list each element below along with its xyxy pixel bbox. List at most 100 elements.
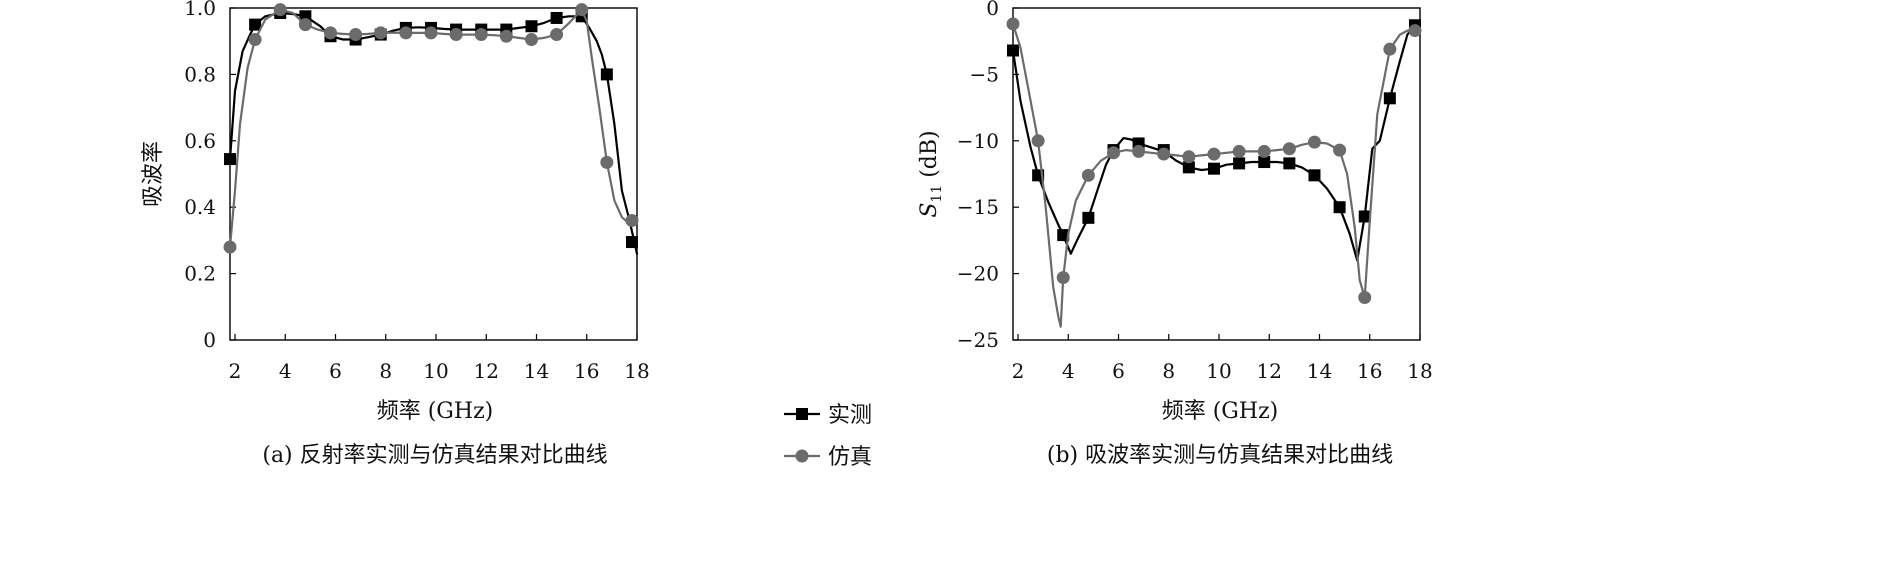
data-point [525,20,538,33]
data-point [223,240,237,254]
x-tick-label: 10 [423,359,448,383]
data-point [1283,157,1296,170]
data-point [625,236,638,249]
series-measured [224,6,639,255]
x-tick-label: 8 [1162,359,1175,383]
figure-caption: (b) 吸波率实测与仿真结果对比曲线 [1047,443,1393,468]
x-tick-label: 4 [1062,359,1075,383]
data-point [1358,291,1372,305]
data-point [248,33,262,47]
x-tick-label: 16 [1357,359,1382,383]
data-point [1031,134,1045,148]
x-tick-label: 14 [1307,359,1332,383]
data-point [524,33,538,47]
y-axis-label-subscript: 11 [929,185,945,203]
data-point [1308,169,1321,182]
data-point [323,26,337,40]
data-point [550,28,564,42]
y-tick-label: 0 [203,328,216,352]
series-line [1011,22,1422,328]
x-axis-label: 频率 (GHz) [1162,399,1279,424]
series-measured [1007,19,1422,262]
x-tick-label: 6 [1112,359,1125,383]
legend-swatch-marker [796,408,808,420]
data-point [1157,147,1171,161]
data-point [224,153,236,166]
data-point [499,29,513,43]
y-tick-label: 0.8 [184,62,216,86]
data-point [1007,44,1019,57]
legend-item: 仿真 [784,445,872,470]
figure-caption: (a) 反射率实测与仿真结果对比曲线 [262,443,607,468]
data-point [399,26,413,40]
data-point [625,213,639,227]
data-point [1258,156,1271,169]
y-axis-label-unit: (dB) [917,130,942,184]
x-tick-label: 4 [279,359,292,383]
series-simulated [223,3,639,254]
legend-item: 实测 [784,403,872,428]
data-point [600,155,614,169]
series-line [228,8,639,249]
data-point [1358,210,1371,223]
y-tick-label: 0 [986,0,999,20]
y-tick-label: 0.4 [184,195,216,219]
x-tick-label: 12 [474,359,499,383]
data-point [1056,271,1070,285]
data-point [449,28,463,42]
data-point [1383,42,1397,56]
x-tick-label: 12 [1257,359,1282,383]
y-axis-label-main: S [917,203,942,218]
y-tick-label: −10 [957,129,999,153]
data-point [600,68,613,81]
data-point [298,18,312,32]
y-tick-label: 0.6 [184,129,216,153]
data-point [299,10,312,23]
data-point [1182,150,1196,164]
data-point [1207,162,1220,175]
x-tick-label: 6 [329,359,342,383]
data-point [474,28,488,42]
chart-b: 2 4 6 8 10 12 14 16 18 0 −5 −10 −15 −20 −25 频率 (GHz) S11… [917,0,1433,468]
x-tick-label: 18 [624,359,649,383]
data-point [1307,135,1321,149]
data-point [1383,92,1396,105]
y-axis-label: 吸波率 [141,141,166,207]
y-tick-label: −15 [957,195,999,219]
data-point [249,18,262,31]
x-tick-label: 8 [379,359,392,383]
x-tick-label: 18 [1407,359,1432,383]
x-tick-label: 16 [574,359,599,383]
y-tick-label: 1.0 [184,0,216,20]
data-point [1182,161,1195,174]
data-point [1207,147,1221,161]
data-point [1233,157,1246,170]
y-axis-label: S11 (dB) [917,130,945,217]
data-point [1333,143,1347,157]
series-line [228,11,639,255]
data-point [575,10,588,23]
y-tick-label: −20 [957,262,999,286]
data-point [1006,17,1020,31]
x-tick-label: 10 [1206,359,1231,383]
legend-swatch-marker [795,449,809,463]
legend-label: 仿真 [828,445,872,470]
legend-label: 实测 [828,403,872,428]
x-tick-label: 2 [229,359,242,383]
series-line [1011,24,1422,262]
data-point [273,3,287,17]
data-point [1282,142,1296,156]
y-tick-label: 0.2 [184,262,216,286]
series-simulated [1006,17,1422,328]
data-point [1408,24,1422,38]
y-tick-label: −5 [970,62,999,86]
data-point [575,3,589,17]
data-point [1082,211,1095,224]
data-point [1232,144,1246,158]
x-tick-label: 2 [1012,359,1025,383]
x-tick-label: 14 [524,359,549,383]
data-point [349,28,363,42]
data-point [424,26,438,40]
